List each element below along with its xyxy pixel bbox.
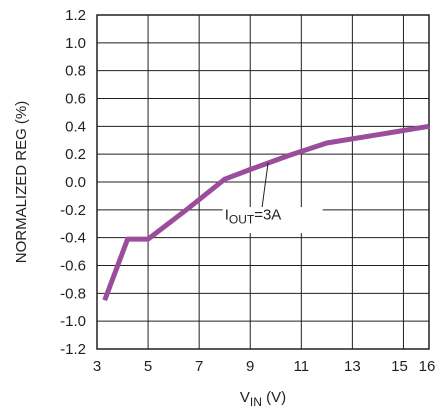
series-annotation: IOUT=3A <box>225 207 282 227</box>
x-tick-label: 16 <box>419 358 436 375</box>
x-tick-label: 15 <box>391 358 408 375</box>
x-axis-label-unit: (V) <box>262 389 286 406</box>
y-tick-label: 0.6 <box>65 91 86 108</box>
annotation-leader-line <box>261 162 269 208</box>
y-tick-label: -0.8 <box>60 285 86 302</box>
y-tick-label: -0.4 <box>60 230 86 247</box>
x-tick-label: 9 <box>246 358 254 375</box>
x-tick-label: 7 <box>195 358 203 375</box>
y-tick-label: 0.4 <box>65 118 86 135</box>
x-tick-label: 11 <box>294 358 310 375</box>
y-tick-label: -0.6 <box>60 258 86 275</box>
annotation-sub: OUT <box>229 213 255 227</box>
x-axis-label-main: V <box>240 389 250 406</box>
annotation-main: I <box>225 207 229 224</box>
y-tick-label: 0.2 <box>65 146 86 163</box>
y-tick-label: -1.0 <box>60 313 86 330</box>
y-tick-label: -1.2 <box>60 341 86 358</box>
x-tick-label: 13 <box>344 358 361 375</box>
x-tick-label: 3 <box>93 358 101 375</box>
y-tick-label: 1.0 <box>65 35 86 52</box>
y-axis-label: NORMALIZED REG (%) <box>13 101 30 264</box>
x-axis-label-sub: IN <box>250 395 262 409</box>
y-tick-label: 0.8 <box>65 63 86 80</box>
y-tick-label: 0.0 <box>65 174 86 191</box>
x-tick-labels: 3 5 7 9 11 13 15 16 <box>93 358 436 375</box>
x-axis-label: VIN (V) <box>240 389 286 409</box>
y-tick-labels: 1.2 1.0 0.8 0.6 0.4 0.2 0.0 -0.2 -0.4 -0.6 -0.8 -1.… <box>60 7 86 358</box>
x-tick-label: 5 <box>144 358 152 375</box>
annotation-rest: =3A <box>254 207 281 224</box>
plot-frame <box>96 14 430 350</box>
grid <box>96 14 430 350</box>
y-tick-label: -0.2 <box>60 202 86 219</box>
y-tick-label: 1.2 <box>65 7 86 24</box>
annotation-background <box>222 207 323 234</box>
series-line-iout-3a <box>102 123 430 302</box>
